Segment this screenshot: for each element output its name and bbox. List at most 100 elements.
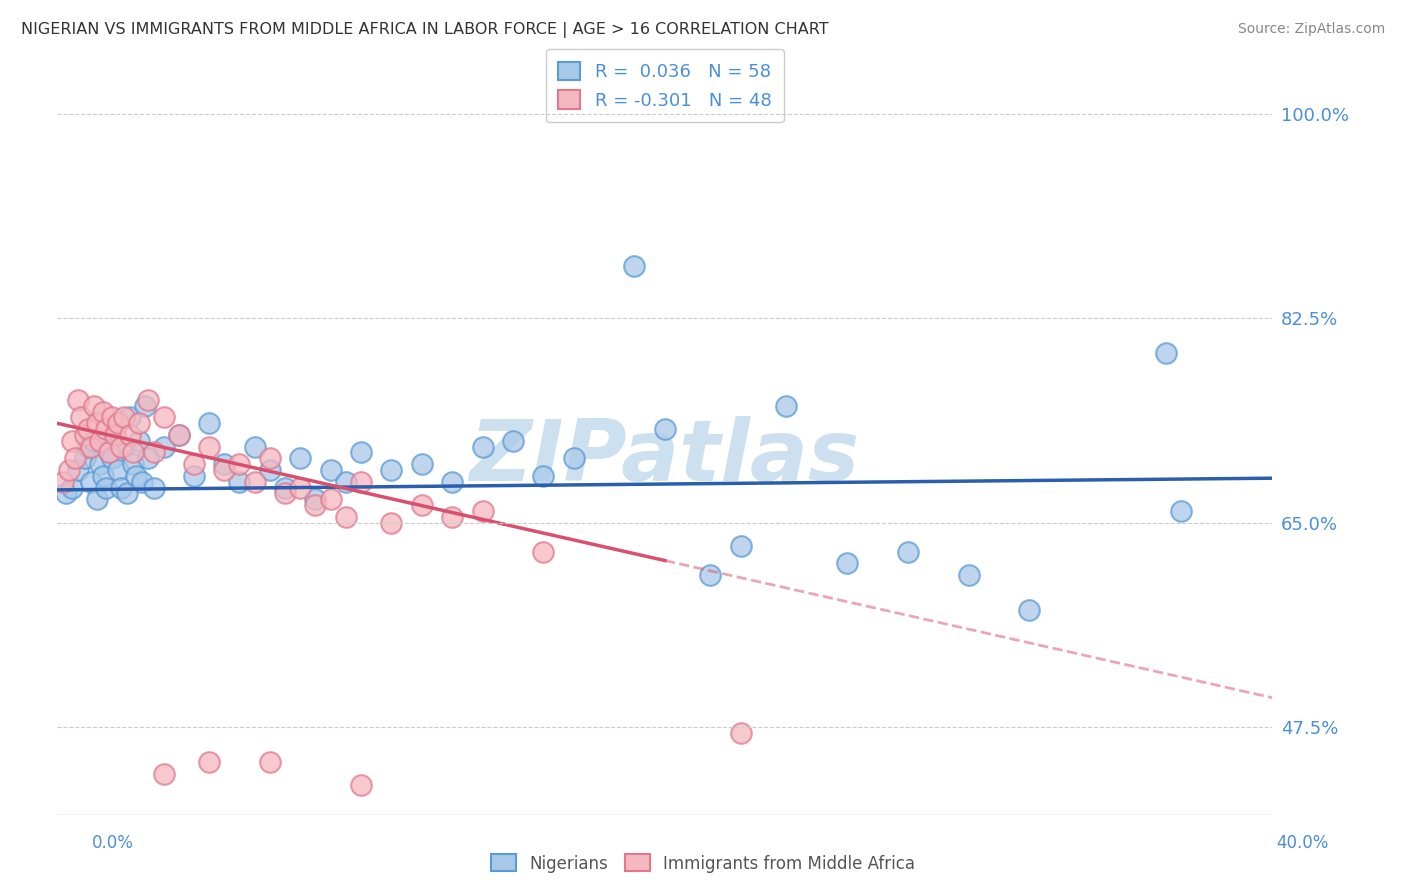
Point [110,440,132,454]
Point [304,492,326,507]
Text: 0.0%: 0.0% [91,834,134,852]
Point [259,463,281,477]
Point [97,445,120,459]
Point [1018,603,1040,617]
Point [94,481,117,495]
Point [115,486,138,500]
Point [441,509,464,524]
Point [97,445,120,459]
Point [335,509,357,524]
Point [411,498,433,512]
Point [183,468,205,483]
Point [319,463,342,477]
Point [214,463,236,477]
Point [122,445,145,459]
Point [335,475,357,489]
Point [198,440,221,454]
Point [775,399,797,413]
Point [94,422,117,436]
Point [167,428,190,442]
Point [897,545,920,559]
Point [531,468,554,483]
Point [1170,504,1192,518]
Point [167,428,190,442]
Point [73,451,96,466]
Point [152,766,174,780]
Point [67,392,90,407]
Point [562,451,585,466]
Point [531,545,554,559]
Point [60,434,83,448]
Point [120,410,142,425]
Point [228,475,250,489]
Point [128,434,150,448]
Point [471,504,494,518]
Legend: Nigerians, Immigrants from Middle Africa: Nigerians, Immigrants from Middle Africa [484,847,922,880]
Point [60,481,83,495]
Point [136,451,159,466]
Point [83,399,105,413]
Point [134,399,156,413]
Point [350,445,373,459]
Point [1154,346,1177,360]
Point [131,475,153,489]
Point [654,422,676,436]
Point [152,440,174,454]
Point [259,755,281,769]
Point [67,463,90,477]
Text: NIGERIAN VS IMMIGRANTS FROM MIDDLE AFRICA IN LABOR FORCE | AGE > 16 CORRELATION : NIGERIAN VS IMMIGRANTS FROM MIDDLE AFRIC… [21,22,828,38]
Point [107,463,129,477]
Point [110,481,132,495]
Point [228,457,250,471]
Point [183,457,205,471]
Point [91,468,114,483]
Point [65,451,87,466]
Point [350,778,373,792]
Point [380,463,402,477]
Point [120,428,142,442]
Point [214,457,236,471]
Point [623,259,645,273]
Point [837,557,859,571]
Point [957,568,980,582]
Point [471,440,494,454]
Point [58,463,80,477]
Point [243,475,266,489]
Point [152,410,174,425]
Point [73,428,96,442]
Point [730,726,752,740]
Point [319,492,342,507]
Point [136,392,159,407]
Point [112,440,135,454]
Point [79,475,101,489]
Point [730,539,752,553]
Text: Source: ZipAtlas.com: Source: ZipAtlas.com [1237,22,1385,37]
Point [122,457,145,471]
Point [502,434,524,448]
Point [699,568,721,582]
Legend: R =  0.036   N = 58, R = -0.301   N = 48: R = 0.036 N = 58, R = -0.301 N = 48 [546,49,785,122]
Point [89,457,111,471]
Point [259,451,281,466]
Point [83,434,105,448]
Point [380,516,402,530]
Point [52,475,75,489]
Point [128,417,150,431]
Point [104,428,127,442]
Point [411,457,433,471]
Point [198,417,221,431]
Point [101,451,124,466]
Point [143,445,166,459]
Point [274,486,297,500]
Point [101,410,124,425]
Point [125,468,148,483]
Point [350,475,373,489]
Point [70,410,93,425]
Point [290,481,312,495]
Point [290,451,312,466]
Point [104,428,127,442]
Point [274,481,297,495]
Text: 40.0%: 40.0% [1277,834,1329,852]
Point [107,417,129,431]
Point [198,755,221,769]
